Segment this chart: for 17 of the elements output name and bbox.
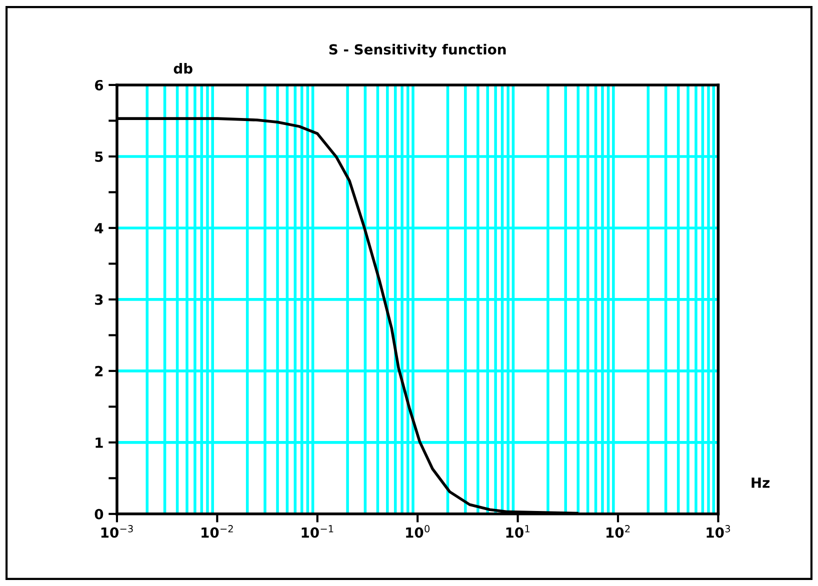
y-tick-label: 5 [95, 152, 103, 162]
x-tick-label: 10$^{−1}$ [302, 525, 334, 538]
x-tick-label: 10$^{−2}$ [202, 525, 233, 538]
x-tick-label: 10$^{−3}$ [101, 525, 133, 538]
x-tick-label: 10$^{1}$ [506, 525, 530, 538]
y-tick-label: 6 [94, 80, 104, 90]
y-tick-label: 3 [95, 294, 103, 305]
y-tick-label: 1 [96, 438, 103, 448]
y-tick-label: 0 [94, 508, 104, 520]
x-tick-label: 10$^{2}$ [606, 525, 630, 538]
x-tick-label: 10$^{3}$ [706, 525, 730, 538]
y-axis-title: db [174, 62, 192, 74]
x-tick-label: 10$^{0}$ [406, 525, 430, 538]
y-tick-label: 4 [94, 223, 104, 234]
x-axis-title: Hz [752, 478, 770, 488]
y-tick-label: 2 [95, 366, 103, 376]
chart-title: S - Sensitivity function [329, 44, 506, 58]
